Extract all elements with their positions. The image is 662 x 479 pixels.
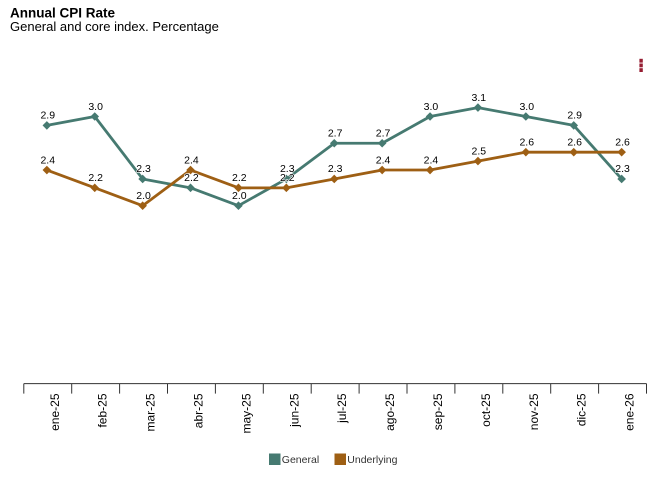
svg-text:oct-25: oct-25 — [479, 393, 493, 427]
svg-text:2.6: 2.6 — [615, 136, 630, 148]
svg-text:2.9: 2.9 — [40, 110, 55, 122]
svg-text:General and core index. Percen: General and core index. Percentage — [10, 19, 219, 34]
svg-text:2.2: 2.2 — [280, 172, 295, 184]
svg-text:2.7: 2.7 — [328, 128, 343, 140]
svg-text:2.3: 2.3 — [136, 163, 151, 175]
svg-text:2.3: 2.3 — [280, 163, 295, 175]
svg-text:ene-26: ene-26 — [623, 393, 637, 431]
svg-text:3.0: 3.0 — [424, 101, 439, 113]
svg-text:2.4: 2.4 — [40, 154, 55, 166]
svg-text:Underlying: Underlying — [347, 454, 397, 466]
svg-text:jul-25: jul-25 — [335, 393, 349, 424]
svg-text:2.6: 2.6 — [567, 136, 582, 148]
svg-text:jun-25: jun-25 — [287, 393, 301, 428]
svg-text:2.6: 2.6 — [519, 136, 534, 148]
svg-text:2.2: 2.2 — [184, 172, 199, 184]
svg-text:2.9: 2.9 — [567, 110, 582, 122]
svg-text:2.4: 2.4 — [424, 154, 439, 166]
svg-text:2.5: 2.5 — [472, 145, 487, 157]
svg-text:2.2: 2.2 — [88, 172, 103, 184]
svg-text:dic-25: dic-25 — [575, 393, 589, 426]
svg-text:ago-25: ago-25 — [383, 393, 397, 431]
svg-text:2.3: 2.3 — [328, 163, 343, 175]
svg-text:feb-25: feb-25 — [96, 393, 110, 427]
svg-text:ene-25: ene-25 — [48, 393, 62, 431]
svg-text:2.4: 2.4 — [184, 154, 199, 166]
svg-text:2.0: 2.0 — [232, 190, 247, 202]
svg-text:3.0: 3.0 — [519, 101, 534, 113]
svg-text:Annual CPI Rate: Annual CPI Rate — [10, 6, 116, 21]
svg-text:2.7: 2.7 — [376, 128, 391, 140]
svg-text:General: General — [282, 454, 319, 466]
svg-text:nov-25: nov-25 — [527, 393, 541, 430]
svg-text:mar-25: mar-25 — [144, 393, 158, 431]
svg-text:3.0: 3.0 — [88, 101, 103, 113]
svg-text:2.4: 2.4 — [376, 154, 391, 166]
svg-text:2.3: 2.3 — [615, 163, 630, 175]
svg-text:2.2: 2.2 — [232, 172, 247, 184]
svg-text:2.0: 2.0 — [136, 190, 151, 202]
svg-text:3.1: 3.1 — [472, 92, 487, 104]
svg-text:may-25: may-25 — [239, 393, 253, 433]
svg-text:sep-25: sep-25 — [431, 393, 445, 430]
svg-text:abr-25: abr-25 — [191, 393, 205, 428]
